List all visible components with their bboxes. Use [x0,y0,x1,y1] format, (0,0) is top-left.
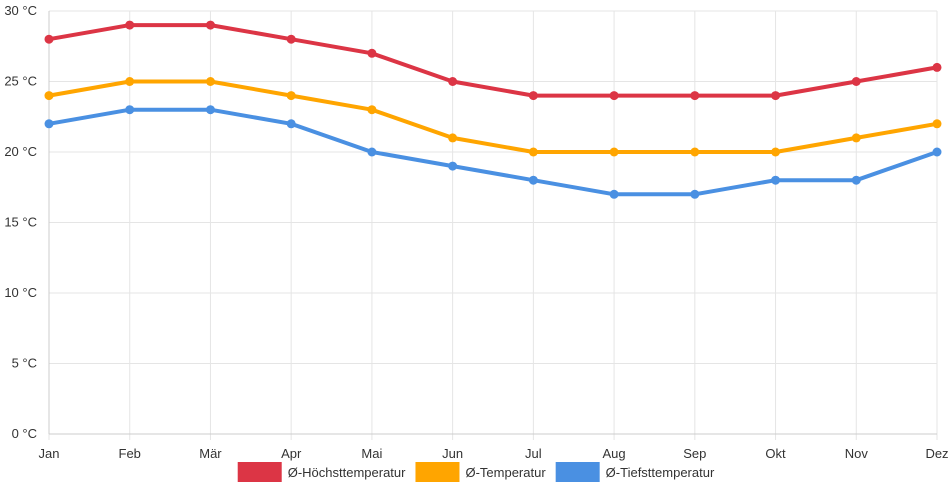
series-1 [44,20,942,101]
y-tick-label: 30 °C [4,3,37,18]
data-point [205,105,215,115]
data-point [932,147,942,157]
x-tick-label: Mai [361,446,382,461]
data-point [44,34,54,44]
y-tick-label: 25 °C [4,74,37,89]
x-tick-label: Jun [442,446,463,461]
x-tick-label: Nov [845,446,869,461]
data-point [44,119,54,129]
series-line [47,79,939,154]
data-point [851,77,861,86]
data-point [690,91,700,101]
series-2 [44,77,942,157]
data-point [932,119,942,129]
data-point [44,91,54,101]
data-point [367,48,377,58]
x-tick-label: Jan [39,446,60,461]
data-point [771,175,781,185]
data-point [528,147,538,157]
data-point [125,20,135,30]
axes: 0 °C 5 °C 10 °C 15 °C 20 °C 25 °C 30 °C Jan Feb M… [4,3,948,461]
data-point [448,161,458,171]
data-point [690,189,700,199]
data-point [609,91,619,101]
series-3 [44,105,942,199]
series-line [47,107,939,197]
legend-swatch [415,462,460,482]
y-tick-label: 0 °C [12,426,37,441]
data-point [125,77,135,86]
x-tick-label: Feb [119,446,141,461]
x-tick-label: Mär [199,446,222,461]
data-point [205,20,215,30]
legend-label: Ø-Höchsttemperatur [288,465,406,480]
data-point [932,62,942,72]
data-point [367,105,377,115]
series-group [44,20,942,199]
x-tick-label: Jul [525,446,542,461]
x-tick-label: Okt [765,446,786,461]
legend: Ø-Höchsttemperatur Ø-Temperatur Ø-Tiefstte… [237,462,715,482]
data-point [690,147,700,157]
data-point [448,133,458,143]
data-point [528,91,538,101]
grid [48,10,938,440]
data-point [609,147,619,157]
y-tick-label: 10 °C [4,285,37,300]
x-tick-label: Aug [603,446,626,461]
y-tick-label: 5 °C [12,356,37,371]
data-point [367,147,377,157]
y-tick-label: 20 °C [4,144,37,159]
data-point [528,175,538,185]
data-point [205,77,215,86]
y-tick-label: 15 °C [4,215,37,230]
legend-swatch [237,462,282,482]
x-tick-label: Apr [281,446,302,461]
data-point [771,91,781,101]
data-point [286,119,296,129]
x-tick-label: Sep [683,446,706,461]
data-point [851,175,861,185]
x-tick-label: Dez [925,446,948,461]
data-point [851,133,861,143]
legend-label: Ø-Temperatur [465,465,546,480]
legend-label: Ø-Tiefsttemperatur [606,465,715,480]
series-line [47,23,939,98]
data-point [125,105,135,115]
data-point [286,91,296,101]
data-point [771,147,781,157]
legend-swatch [555,462,600,482]
data-point [448,77,458,86]
data-point [609,189,619,199]
data-point [286,34,296,44]
